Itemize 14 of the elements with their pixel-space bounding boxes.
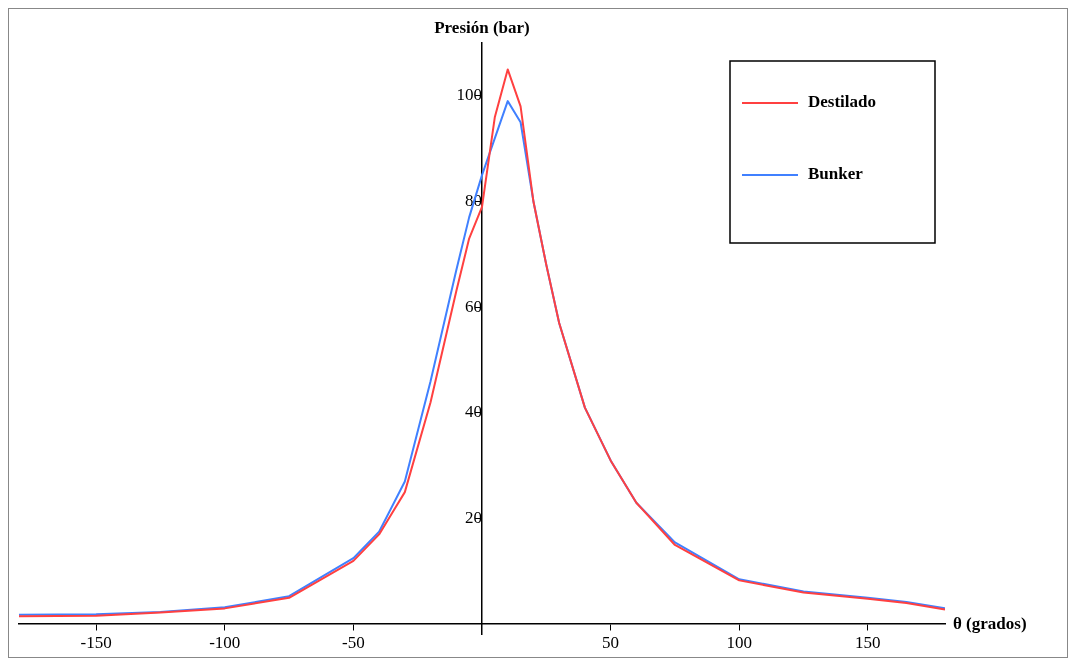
x-axis-title: θ (grados)	[953, 613, 1027, 633]
y-tick-label: 20	[465, 508, 482, 528]
legend-label: Destilado	[808, 92, 876, 112]
x-tick-label: 50	[602, 632, 620, 652]
x-tick-label: 150	[855, 632, 881, 652]
legend-label: Bunker	[808, 164, 864, 184]
y-tick-label: 60	[465, 296, 482, 316]
x-tick-label: -50	[342, 632, 365, 652]
x-tick-label: -150	[80, 632, 112, 652]
y-tick-label: 100	[456, 85, 482, 105]
x-tick-label: 100	[726, 632, 752, 652]
x-tick-label: -100	[209, 632, 241, 652]
y-axis-title: Presión (bar)	[434, 17, 530, 37]
y-tick-label: 40	[465, 402, 482, 422]
